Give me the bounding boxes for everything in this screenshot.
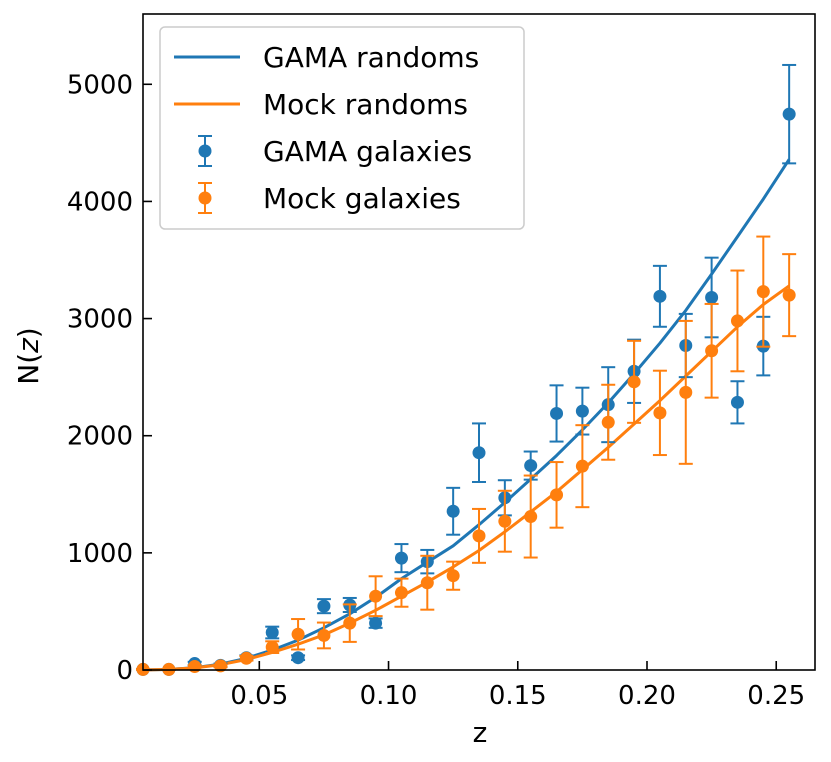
gama-galaxies-point-20: [653, 289, 667, 303]
y-tick-label-2: 2000: [67, 422, 133, 452]
plot-frame: [142, 13, 816, 671]
mock-galaxies-point-24: [756, 285, 770, 299]
mock-galaxies-point-17: [575, 459, 589, 473]
gama-galaxies-point-25: [782, 107, 796, 121]
x-tick-label-0: 0.05: [230, 681, 288, 711]
legend-mock-galaxies-swatch: [198, 182, 212, 214]
gama-randoms-line: [142, 158, 791, 672]
gama-galaxies-point-22: [705, 290, 719, 304]
mock-galaxies-point-10: [394, 586, 408, 600]
gama-galaxies-point-12: [446, 504, 460, 518]
mock-galaxies-point-20: [653, 406, 667, 420]
mock-galaxies-point-19: [627, 375, 641, 389]
gama-galaxies-point-13: [472, 446, 486, 460]
gama-galaxies-point-9: [369, 616, 383, 630]
y-tick-label-4: 4000: [67, 187, 133, 217]
y-axis-label-var: z: [12, 337, 45, 354]
mock-galaxies-point-5: [265, 640, 279, 654]
gama-galaxies-point-17: [575, 404, 589, 418]
legend-gama-galaxies-swatch: [198, 135, 212, 167]
mock-galaxies-point-8: [343, 616, 357, 630]
series-mock-randoms: [142, 284, 791, 672]
legend-box: [159, 26, 525, 230]
mock-randoms-line: [142, 284, 791, 672]
plot-area: 0.05 0.10 0.15 0.20 0.25 0 1000 2000 3000 4000 500…: [67, 13, 816, 711]
gama-galaxies-point-23: [730, 395, 744, 409]
x-tick-label-1: 0.10: [360, 681, 418, 711]
legend-gama-randoms-label: GAMA randoms: [263, 41, 479, 74]
series-mock-galaxies: [136, 235, 797, 676]
mock-galaxies-point-13: [472, 529, 486, 543]
mock-galaxies-point-9: [369, 589, 383, 603]
mock-galaxies-point-4: [239, 651, 253, 665]
x-axis-label: z: [473, 716, 488, 749]
gama-galaxies-point-7: [317, 599, 331, 613]
mock-galaxies-point-14: [498, 514, 512, 528]
mock-galaxies-point-15: [524, 510, 538, 524]
mock-galaxies-point-25: [782, 288, 796, 302]
legend-mock-randoms-label: Mock randoms: [263, 88, 468, 121]
y-axis-label: N(z): [12, 327, 45, 385]
mock-galaxies-point-3: [214, 659, 228, 673]
legend-gama-galaxies-label: GAMA galaxies: [263, 135, 472, 168]
mock-galaxies-point-18: [601, 415, 615, 429]
y-tick-label-0: 0: [116, 656, 133, 686]
series-gama-randoms: [142, 158, 791, 672]
y-tick-label-5: 5000: [67, 70, 133, 100]
legend: GAMA randoms Mock randoms GAMA galaxies …: [159, 26, 525, 230]
mock-galaxies-point-22: [705, 344, 719, 358]
gama-galaxies-point-6: [291, 651, 305, 665]
gama-galaxies-point-15: [524, 459, 538, 473]
series-layer: [136, 63, 797, 676]
ticks-layer: 0.05 0.10 0.15 0.20 0.25 0 1000 2000 3000 4000 500…: [67, 70, 805, 711]
legend-mock-galaxies-label: Mock galaxies: [263, 182, 461, 215]
gama-galaxies-point-16: [550, 406, 564, 420]
mock-galaxies-point-7: [317, 628, 331, 642]
gama-galaxies-point-10: [394, 551, 408, 565]
x-tick-label-4: 0.25: [747, 681, 805, 711]
y-axis-label-suffix: ): [12, 327, 45, 338]
x-tick-label-2: 0.15: [489, 681, 547, 711]
mock-galaxies-point-16: [550, 488, 564, 502]
y-tick-label-3: 3000: [67, 305, 133, 335]
y-tick-label-1: 1000: [67, 539, 133, 569]
gama-galaxies-point-5: [265, 626, 279, 640]
y-axis-label-prefix: N(: [12, 353, 45, 385]
mock-galaxies-point-23: [730, 314, 744, 328]
x-tick-label-3: 0.20: [618, 681, 676, 711]
mock-galaxies-point-6: [291, 627, 305, 641]
mock-galaxies-point-2: [188, 659, 202, 673]
mock-galaxies-point-12: [446, 569, 460, 583]
mock-galaxies-point-21: [679, 385, 693, 399]
mock-galaxies-point-11: [420, 576, 434, 590]
